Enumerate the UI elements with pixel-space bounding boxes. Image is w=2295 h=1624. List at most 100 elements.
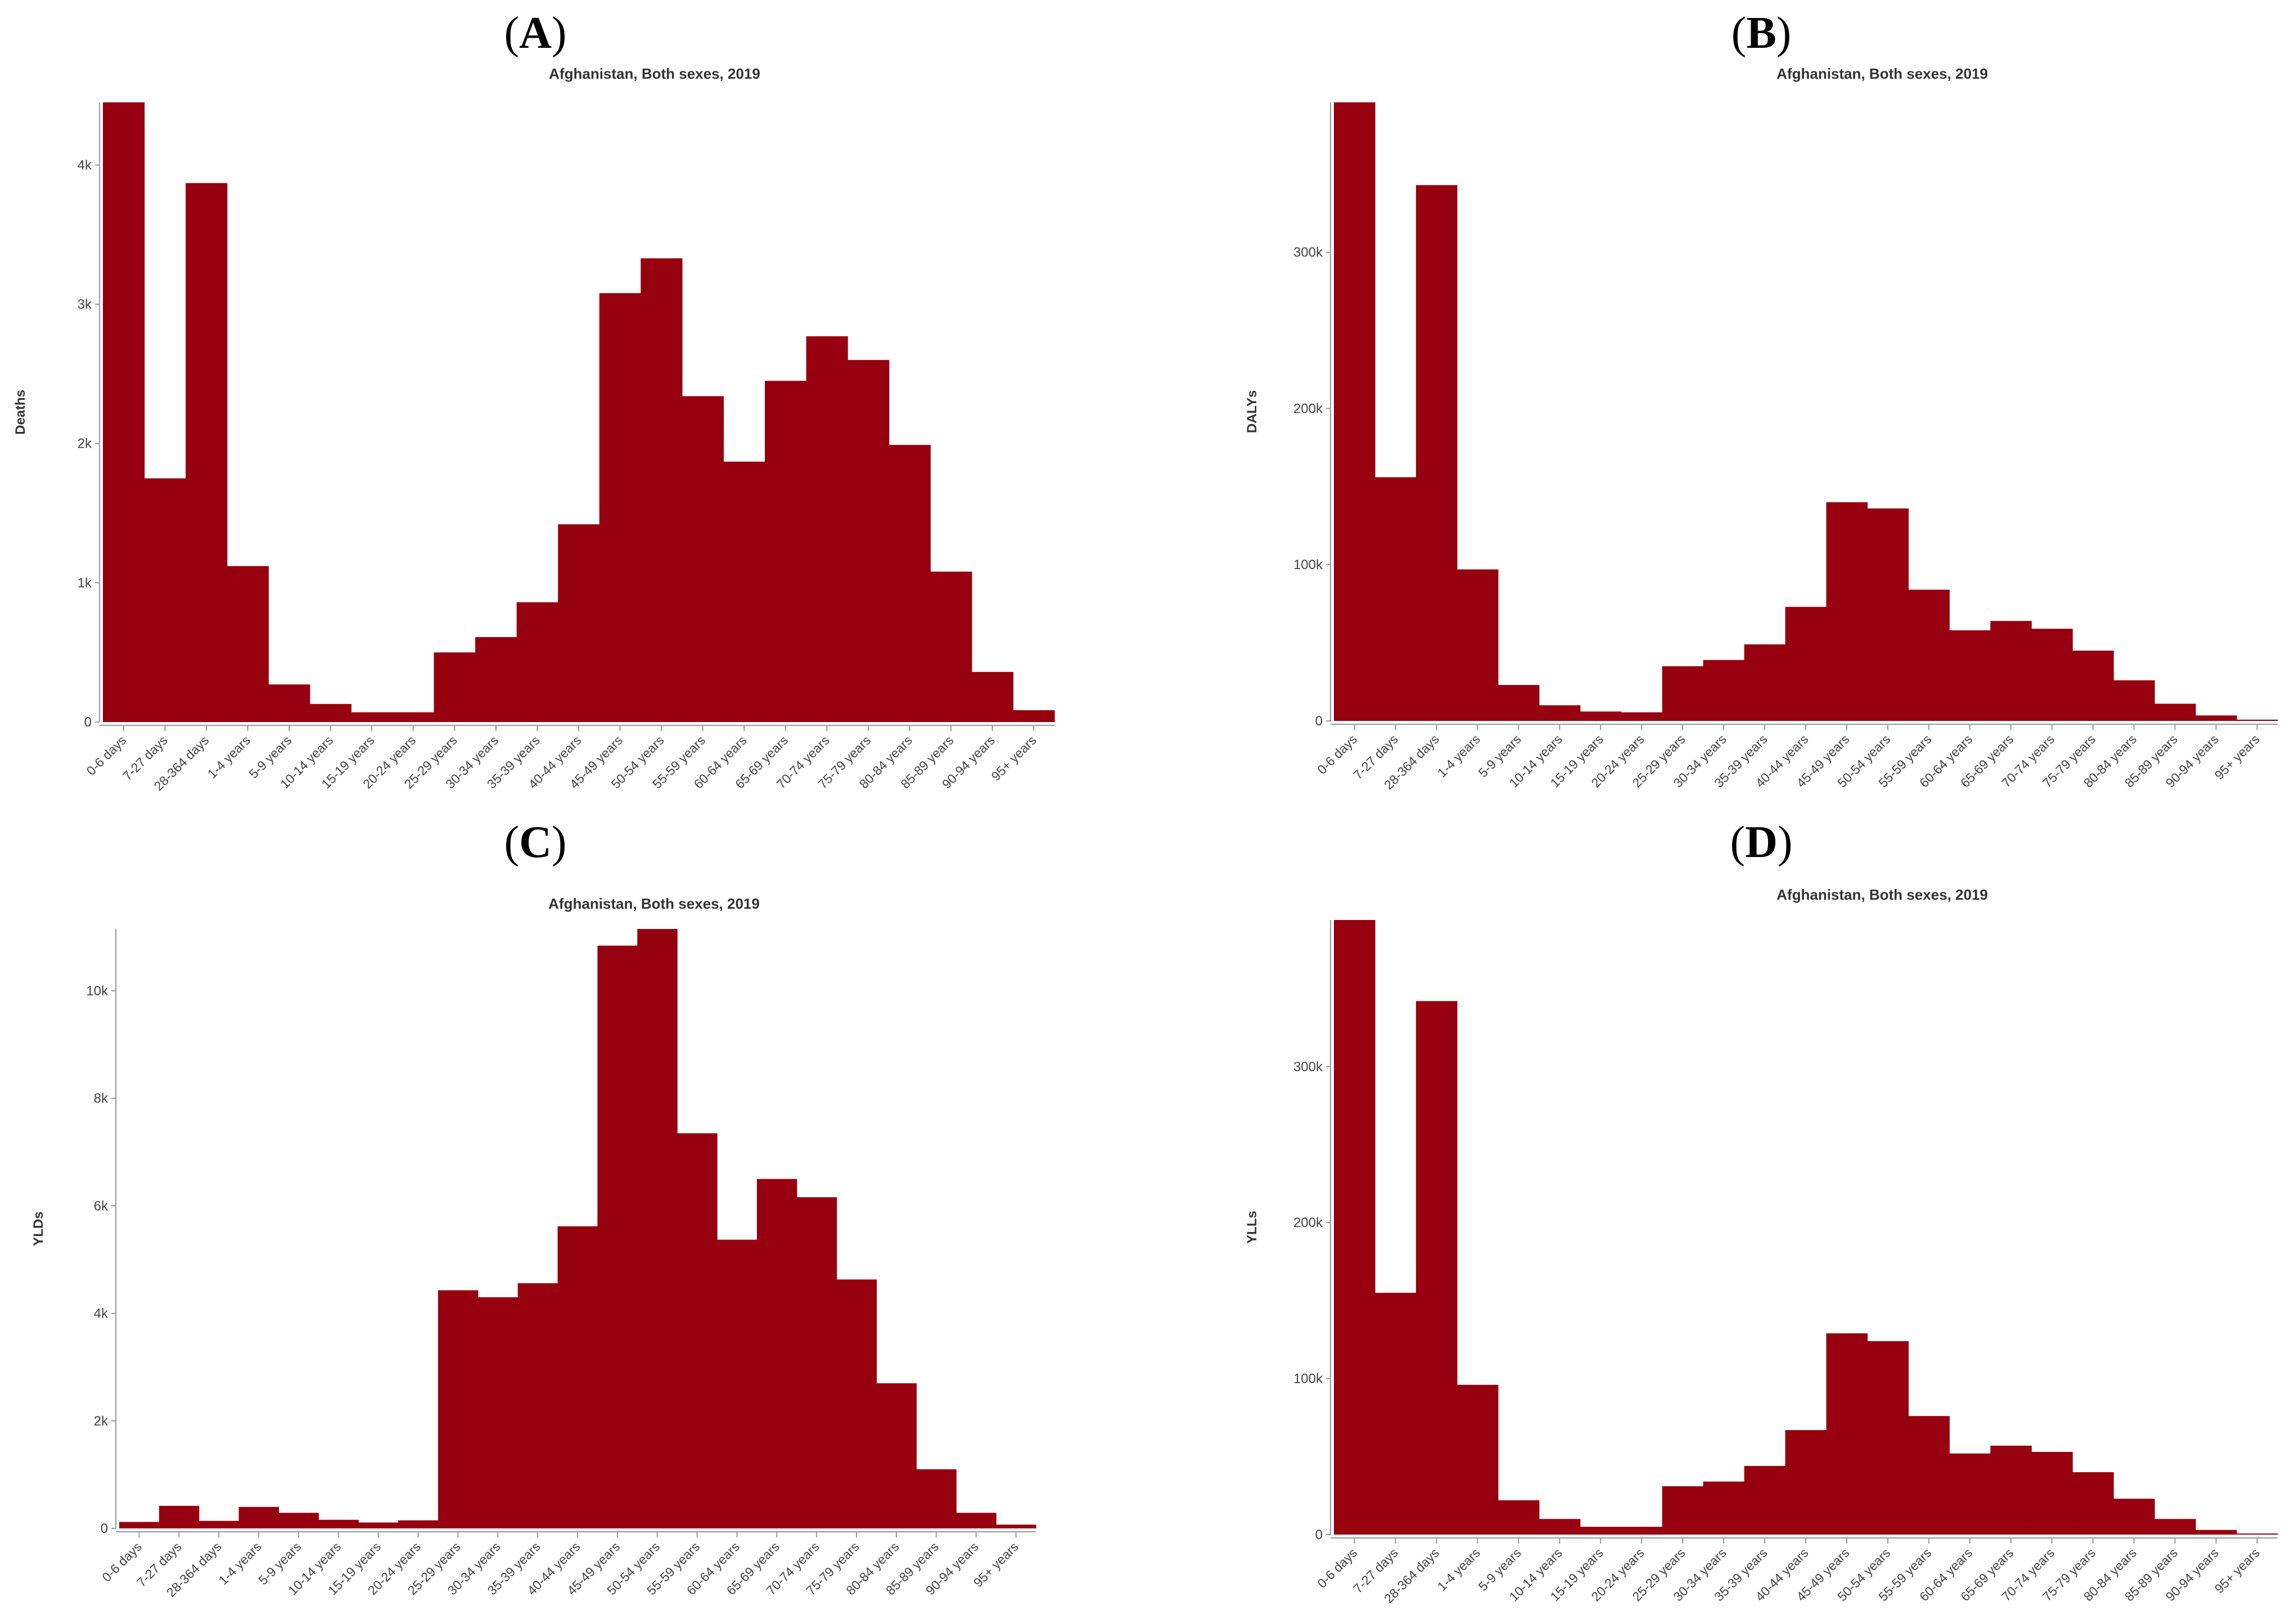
bar: [2237, 719, 2278, 721]
bar: [1374, 477, 1417, 721]
bar: [1498, 1500, 1540, 1535]
bar: [1457, 569, 1499, 721]
bar: [186, 183, 228, 722]
bar: [2113, 1499, 2155, 1535]
bar: [159, 1505, 200, 1528]
bar: [1949, 630, 1991, 721]
bar: [641, 258, 683, 722]
y-axis-label: DALYs: [1245, 390, 1260, 433]
y-tick-label: 1k: [78, 575, 92, 590]
bar: [2154, 1519, 2196, 1535]
bar: [1703, 1481, 1745, 1535]
y-tick-label: 3k: [78, 297, 92, 312]
bar: [1949, 1453, 1991, 1535]
bar: [358, 1522, 399, 1528]
bar: [996, 1524, 1036, 1528]
panel-a: (A) Afghanistan, Both sexes, 2019 Deaths 0 1…: [0, 0, 1147, 812]
bar: [717, 1239, 758, 1528]
bar: [227, 566, 269, 722]
y-tick-label: 4k: [94, 1306, 109, 1321]
bar: [392, 712, 435, 722]
bar: [1826, 1333, 1868, 1535]
bar: [1457, 1384, 1499, 1535]
bar: [876, 1383, 917, 1528]
bar: [238, 1506, 279, 1528]
y-tick-label: 200k: [1293, 401, 1323, 416]
bar: [916, 1469, 957, 1528]
chart-title: Afghanistan, Both sexes, 2019: [1777, 886, 1988, 903]
x-tick-label: 95+ years: [988, 733, 1039, 783]
chart-a: (A) Afghanistan, Both sexes, 2019 Deaths 0 1…: [13, 8, 1055, 793]
panel-c: (C) Afghanistan, Both sexes, 2019 YLDs 0 2k 4…: [0, 812, 1147, 1624]
y-tick-label: 2k: [78, 436, 92, 452]
bar: [1744, 644, 1786, 721]
y-tick-label: 2k: [94, 1414, 109, 1429]
chart-c: (C) Afghanistan, Both sexes, 2019 YLDs 0 2k 4…: [31, 818, 1036, 1600]
bar: [1867, 1341, 1909, 1535]
chart-title: Afghanistan, Both sexes, 2019: [548, 895, 760, 912]
chart-b: (B) Afghanistan, Both sexes, 2019 DALYs 0 10…: [1245, 8, 2278, 792]
bar: [1990, 621, 2032, 721]
y-axis-label: YLLs: [1245, 1211, 1260, 1244]
bar: [1415, 185, 1458, 721]
bar: [1498, 685, 1540, 721]
panel-d: (D) Afghanistan, Both sexes, 2019 YLLs 0 100…: [1147, 812, 2294, 1624]
bar: [119, 1522, 160, 1528]
bar: [723, 461, 765, 722]
bar: [1334, 920, 1376, 1535]
bar: [2195, 1530, 2237, 1535]
bar: [144, 478, 186, 722]
bar: [1826, 502, 1868, 721]
bar: [558, 524, 600, 722]
bar: [599, 293, 641, 722]
bar: [930, 571, 972, 722]
x-tick-label: 1-4 years: [1435, 732, 1483, 780]
panel-b: (B) Afghanistan, Both sexes, 2019 DALYs 0 10…: [1147, 0, 2294, 812]
bar: [1415, 1001, 1458, 1535]
bar: [351, 712, 393, 722]
bar: [398, 1520, 439, 1528]
bar: [1908, 589, 1950, 721]
bar: [438, 1290, 479, 1528]
y-tick-label: 8k: [94, 1091, 109, 1106]
bar: [2237, 1533, 2278, 1535]
y-tick-label: 200k: [1293, 1215, 1323, 1230]
bar: [2031, 1451, 2073, 1535]
bar: [1744, 1465, 1786, 1535]
bar: [103, 102, 145, 722]
bar: [971, 671, 1014, 722]
y-tick-label: 300k: [1293, 1059, 1323, 1075]
y-tick-label: 0: [1315, 1527, 1323, 1542]
y-axis-label: Deaths: [13, 390, 28, 435]
chart-title: Afghanistan, Both sexes, 2019: [549, 65, 760, 82]
panel-letter: (B): [1732, 8, 1792, 58]
bar: [1539, 705, 1581, 721]
y-tick-label: 300k: [1293, 245, 1323, 260]
bar: [278, 1513, 319, 1528]
bar: [637, 929, 678, 1528]
bar: [2031, 629, 2073, 721]
bar: [557, 1226, 598, 1528]
bar: [756, 1179, 797, 1528]
bar: [682, 396, 724, 722]
y-tick-label: 100k: [1293, 557, 1323, 572]
y-tick-label: 0: [84, 715, 92, 730]
x-tick-label: 95+ years: [2212, 1545, 2262, 1596]
y-axis-label: YLDs: [31, 1211, 46, 1246]
y-tick-label: 100k: [1293, 1372, 1323, 1387]
bar: [956, 1513, 997, 1528]
bar: [1621, 1527, 1663, 1535]
bar: [597, 945, 638, 1528]
bar: [2072, 1472, 2114, 1535]
bar: [1374, 1293, 1417, 1535]
bar: [2195, 715, 2237, 721]
y-tick-label: 10k: [86, 984, 109, 999]
bar: [1785, 607, 1827, 721]
bar: [677, 1133, 718, 1528]
bar: [1662, 666, 1704, 721]
bar: [434, 652, 476, 722]
bar: [1334, 102, 1376, 721]
bar: [1580, 1527, 1622, 1535]
bar: [806, 336, 848, 722]
x-tick-label: 1-4 years: [215, 1539, 264, 1587]
